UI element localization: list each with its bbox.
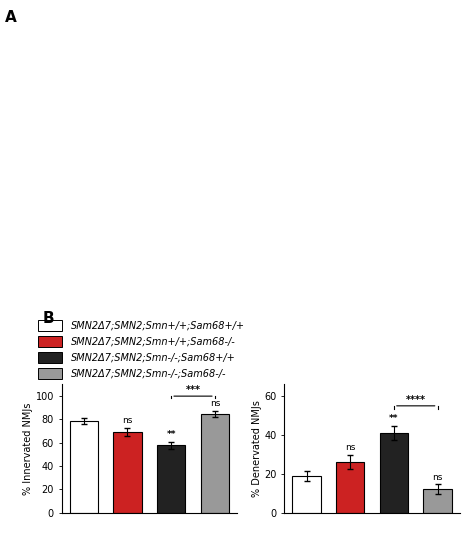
Text: ns: ns xyxy=(210,399,220,408)
FancyBboxPatch shape xyxy=(38,336,62,348)
FancyBboxPatch shape xyxy=(38,320,62,332)
Y-axis label: % Denervated NMJs: % Denervated NMJs xyxy=(252,400,262,497)
Text: **: ** xyxy=(166,430,176,438)
Text: ns: ns xyxy=(122,417,133,425)
Bar xyxy=(70,421,98,513)
Text: ****: **** xyxy=(406,395,426,405)
Text: **: ** xyxy=(389,414,399,423)
Bar xyxy=(292,476,321,513)
FancyBboxPatch shape xyxy=(38,368,62,379)
FancyBboxPatch shape xyxy=(38,352,62,363)
Text: ns: ns xyxy=(432,473,443,482)
Text: SMN2Δ7;SMN2;Smn+/+;Sam68-/-: SMN2Δ7;SMN2;Smn+/+;Sam68-/- xyxy=(71,337,236,347)
Y-axis label: % Innervated NMJs: % Innervated NMJs xyxy=(23,403,33,494)
Text: SMN2Δ7;SMN2;Smn-/-;Sam68+/+: SMN2Δ7;SMN2;Smn-/-;Sam68+/+ xyxy=(71,353,236,363)
Bar xyxy=(336,462,365,513)
Text: ns: ns xyxy=(345,443,356,452)
Text: A: A xyxy=(5,10,17,25)
Text: SMN2Δ7;SMN2;Smn-/-;Sam68-/-: SMN2Δ7;SMN2;Smn-/-;Sam68-/- xyxy=(71,369,226,379)
Bar xyxy=(113,432,142,513)
Bar xyxy=(201,414,229,513)
Text: ***: *** xyxy=(185,385,201,395)
Bar xyxy=(157,445,185,513)
Text: SMN2Δ7;SMN2;Smn+/+;Sam68+/+: SMN2Δ7;SMN2;Smn+/+;Sam68+/+ xyxy=(71,321,245,331)
Bar xyxy=(423,489,452,513)
Text: B: B xyxy=(42,311,54,326)
Bar xyxy=(380,433,408,513)
